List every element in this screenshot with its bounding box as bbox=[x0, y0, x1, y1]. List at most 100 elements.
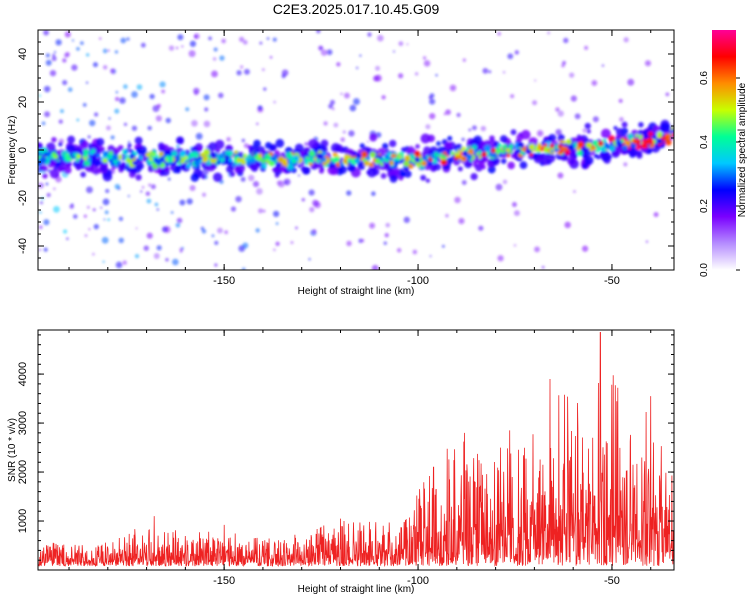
heatmap-band-blob bbox=[557, 134, 565, 142]
heatmap-band-blob bbox=[389, 175, 398, 183]
heatmap-noise-blob bbox=[414, 72, 419, 76]
heatmap-core-blob bbox=[83, 153, 88, 158]
heatmap-noise-blob bbox=[122, 260, 127, 265]
heatmap-core-blob bbox=[180, 151, 186, 158]
heatmap-noise-blob bbox=[308, 189, 315, 196]
heatmap-band-blob bbox=[582, 163, 588, 169]
heatmap-noise-blob bbox=[242, 40, 248, 45]
heatmap-core-blob bbox=[589, 147, 594, 152]
heatmap-noise-blob bbox=[114, 183, 121, 190]
heatmap-band-blob bbox=[265, 142, 272, 149]
heatmap-core-blob bbox=[218, 152, 225, 159]
heatmap-core-blob bbox=[232, 162, 237, 167]
heatmap-core-blob bbox=[319, 160, 324, 164]
spectrogram-blobs bbox=[38, 30, 674, 270]
heatmap-noise-blob bbox=[272, 37, 277, 42]
heatmap-noise-blob bbox=[396, 248, 402, 253]
heatmap-band-blob bbox=[346, 163, 356, 172]
heatmap-band-blob bbox=[586, 129, 591, 134]
heatmap-noise-blob bbox=[570, 95, 577, 102]
heatmap-noise-blob bbox=[71, 39, 75, 42]
heatmap-band-blob bbox=[380, 173, 387, 179]
heatmap-band-blob bbox=[400, 147, 407, 153]
heatmap-noise-blob bbox=[39, 225, 43, 229]
heatmap-noise-blob bbox=[149, 93, 155, 100]
heatmap-noise-blob bbox=[285, 181, 288, 184]
heatmap-core-blob bbox=[102, 158, 108, 164]
heatmap-noise-blob bbox=[563, 37, 569, 44]
heatmap-noise-blob bbox=[236, 70, 242, 76]
heatmap-noise-blob bbox=[510, 94, 515, 99]
heatmap-core-blob bbox=[450, 151, 455, 156]
heatmap-noise-blob bbox=[644, 60, 651, 67]
heatmap-noise-blob bbox=[384, 233, 389, 238]
spectrogram-x-label: Height of straight line (km) bbox=[298, 286, 415, 297]
heatmap-band-blob bbox=[400, 172, 406, 178]
heatmap-noise-blob bbox=[154, 202, 159, 207]
heatmap-noise-blob bbox=[176, 217, 183, 224]
heatmap-band-blob bbox=[197, 146, 203, 152]
heatmap-noise-blob bbox=[372, 75, 379, 82]
heatmap-noise-blob bbox=[462, 58, 466, 62]
heatmap-noise-blob bbox=[102, 198, 110, 206]
heatmap-band-blob bbox=[584, 155, 594, 166]
heatmap-band-blob bbox=[338, 165, 347, 174]
heatmap-noise-blob bbox=[256, 122, 259, 126]
heatmap-core-blob bbox=[478, 155, 482, 159]
heatmap-noise-blob bbox=[83, 214, 87, 218]
heatmap-noise-blob bbox=[179, 199, 186, 206]
heatmap-band-blob bbox=[294, 143, 304, 153]
heatmap-noise-blob bbox=[62, 58, 67, 63]
heatmap-noise-blob bbox=[330, 99, 335, 105]
heatmap-core-blob bbox=[210, 156, 217, 164]
heatmap-band-blob bbox=[275, 138, 285, 148]
heatmap-band-blob bbox=[420, 133, 431, 144]
heatmap-noise-blob bbox=[269, 55, 273, 59]
heatmap-band-blob bbox=[53, 166, 58, 171]
heatmap-noise-blob bbox=[562, 60, 566, 65]
heatmap-noise-blob bbox=[189, 40, 197, 47]
heatmap-core-blob bbox=[559, 149, 564, 154]
heatmap-core-blob bbox=[608, 135, 616, 143]
heatmap-noise-blob bbox=[51, 56, 57, 62]
heatmap-noise-blob bbox=[582, 128, 587, 133]
heatmap-core-blob bbox=[593, 146, 597, 150]
heatmap-noise-blob bbox=[118, 216, 124, 221]
heatmap-noise-blob bbox=[38, 94, 42, 97]
heatmap-core-blob bbox=[388, 157, 393, 162]
heatmap-band-blob bbox=[466, 160, 473, 167]
heatmap-noise-blob bbox=[238, 245, 246, 252]
heatmap-noise-blob bbox=[429, 112, 436, 120]
heatmap-noise-blob bbox=[619, 117, 624, 122]
heatmap-noise-blob bbox=[514, 50, 520, 55]
heatmap-noise-blob bbox=[46, 192, 51, 198]
heatmap-core-blob bbox=[622, 145, 628, 150]
heatmap-noise-blob bbox=[147, 125, 152, 131]
heatmap-noise-blob bbox=[618, 98, 623, 103]
heatmap-noise-blob bbox=[203, 120, 211, 128]
heatmap-core-blob bbox=[203, 148, 211, 156]
heatmap-core-blob bbox=[333, 156, 340, 163]
heatmap-core-blob bbox=[65, 156, 71, 161]
heatmap-noise-blob bbox=[167, 177, 171, 181]
heatmap-noise-blob bbox=[276, 180, 282, 186]
heatmap-noise-blob bbox=[93, 223, 100, 230]
heatmap-noise-blob bbox=[119, 97, 126, 104]
heatmap-noise-blob bbox=[331, 107, 335, 111]
heatmap-noise-blob bbox=[361, 238, 365, 243]
heatmap-noise-blob bbox=[186, 198, 193, 205]
heatmap-noise-blob bbox=[623, 162, 628, 167]
heatmap-core-blob bbox=[164, 149, 172, 157]
heatmap-noise-blob bbox=[148, 183, 152, 187]
spectrogram-panel: -150 -100 -50 40 20 0 -20 -40 Height of straig… bbox=[7, 29, 675, 297]
heatmap-core-blob bbox=[446, 157, 454, 164]
heatmap-band-blob bbox=[436, 141, 441, 146]
heatmap-band-blob bbox=[63, 166, 72, 175]
heatmap-noise-blob bbox=[266, 37, 270, 40]
heatmap-core-blob bbox=[559, 139, 564, 144]
figure-title: C2E3.2025.017.10.45.G09 bbox=[273, 1, 440, 17]
heatmap-noise-blob bbox=[219, 55, 225, 61]
y-tick-label: 40 bbox=[17, 48, 29, 60]
heatmap-core-blob bbox=[335, 162, 341, 168]
